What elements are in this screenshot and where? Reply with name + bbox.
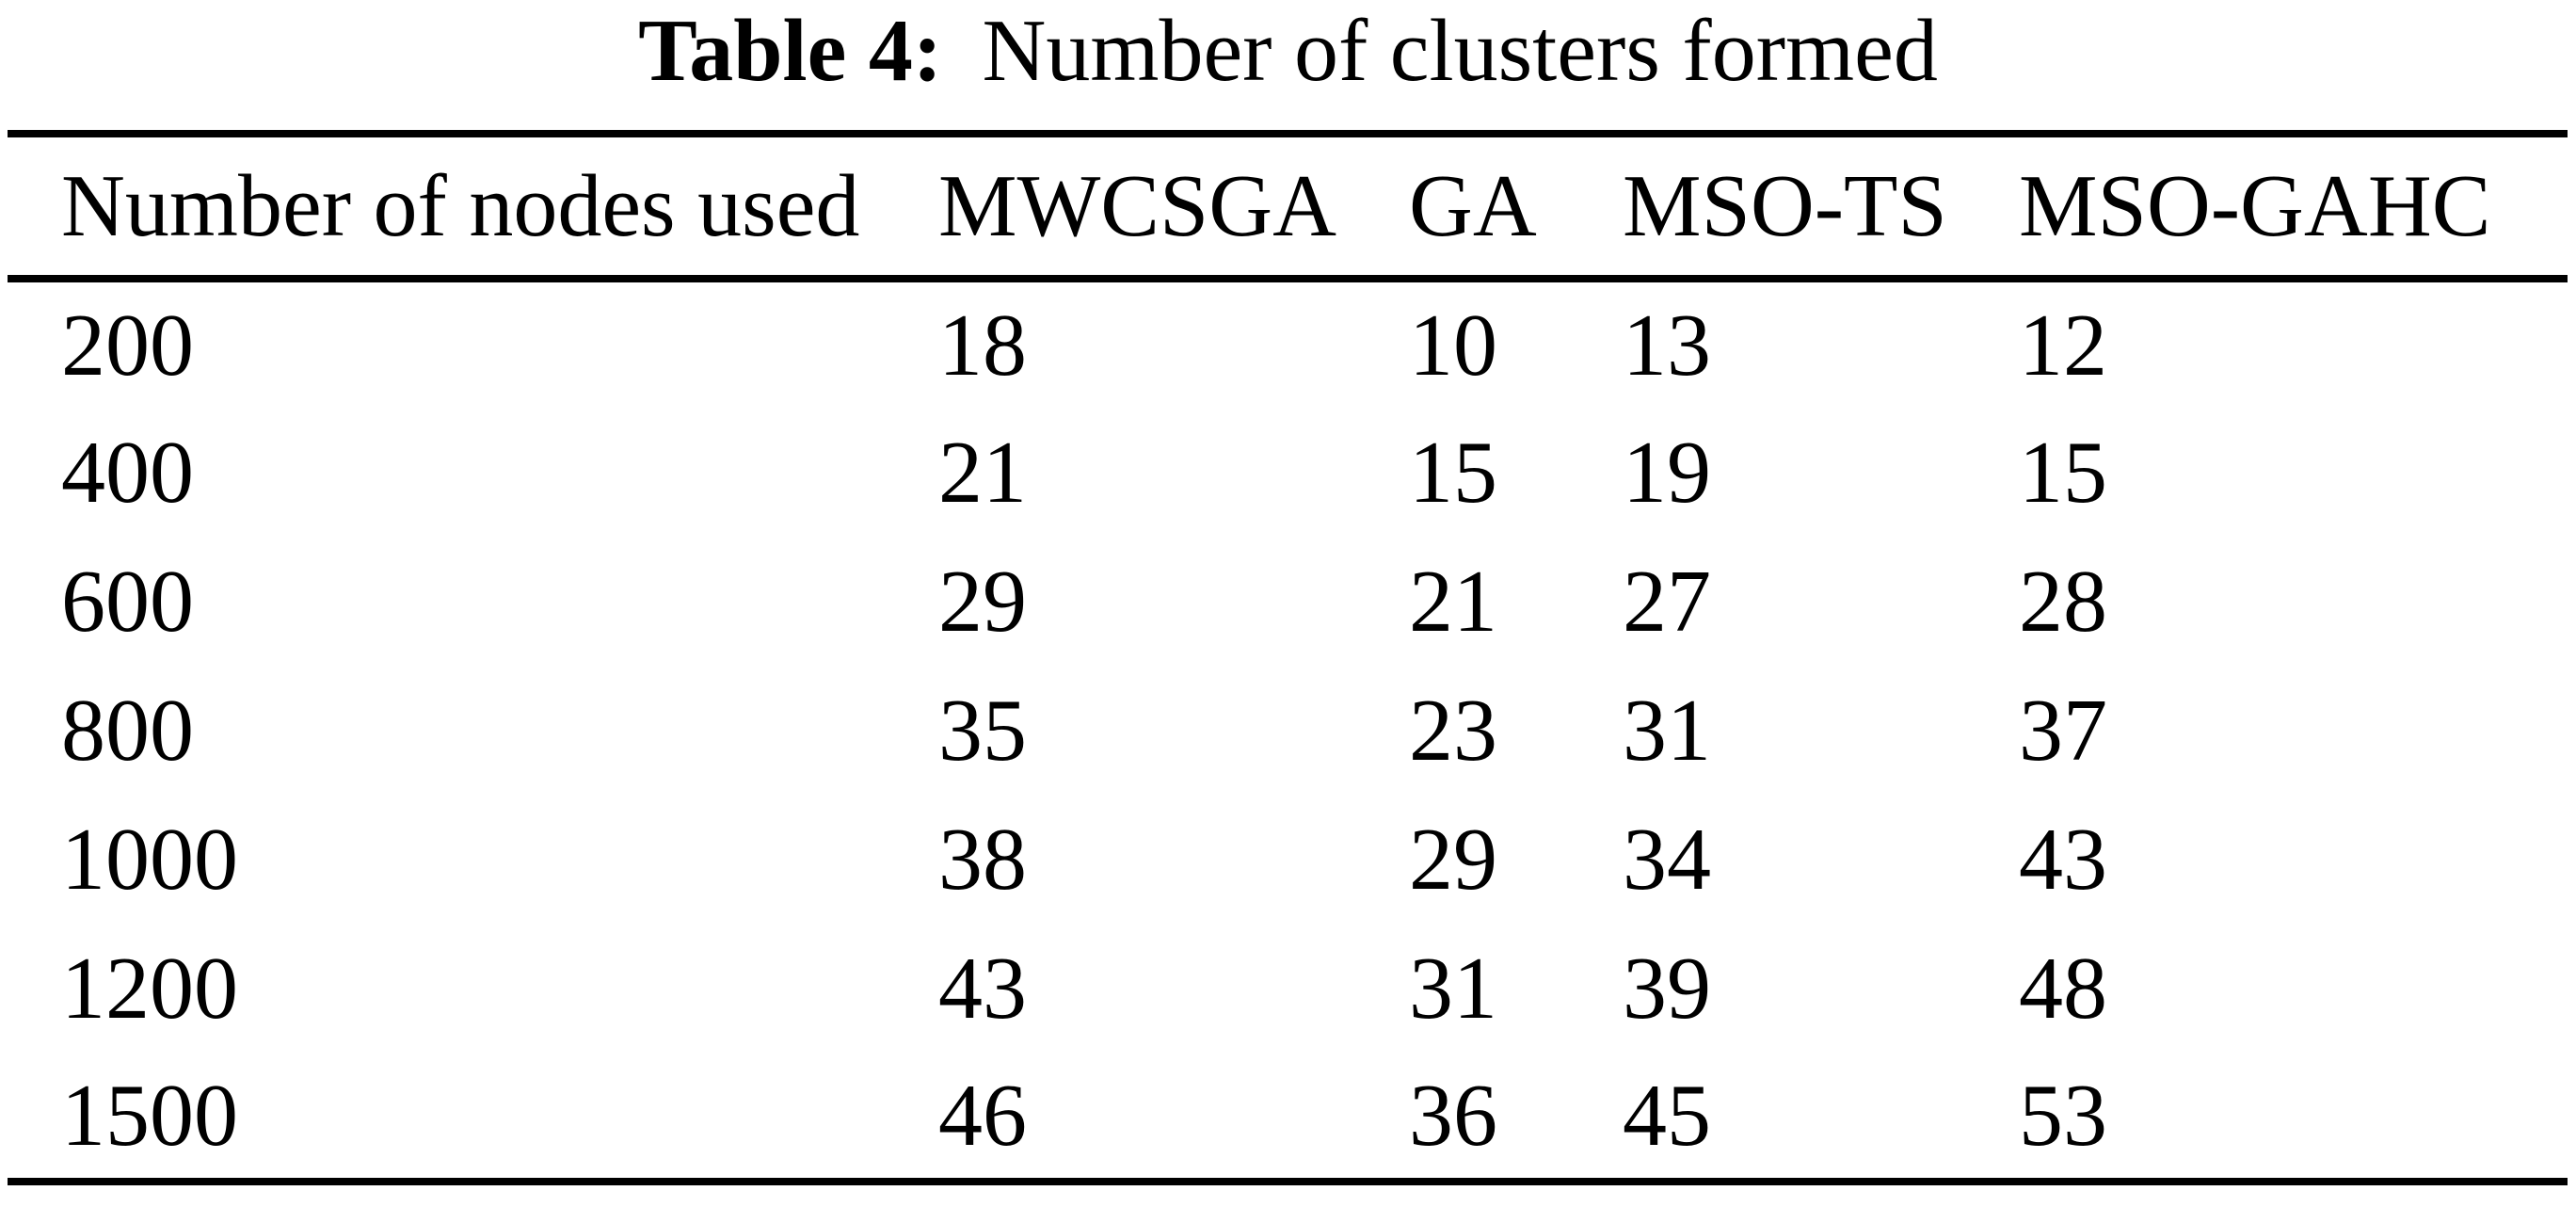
column-header-mso-ts: MSO-TS	[1623, 157, 1947, 255]
table-row: 1200 43 31 39 48	[8, 924, 2568, 1053]
value-cell: 10	[1409, 296, 1497, 394]
value-cell: 28	[2019, 552, 2107, 651]
table-body: 200 18 10 13 12 400 21 15 19 15 600 29 2…	[8, 279, 2568, 1182]
value-cell: 19	[1623, 423, 1711, 522]
clusters-table: Number of nodes used MWCSGA GA MSO-TS MS…	[8, 130, 2568, 1185]
value-cell: 31	[1409, 939, 1497, 1038]
value-cell: 29	[1409, 810, 1497, 909]
table-row: 800 35 23 31 37	[8, 666, 2568, 795]
value-cell: 36	[1409, 1066, 1497, 1165]
value-cell: 15	[2019, 423, 2107, 522]
value-cell: 31	[1623, 681, 1711, 780]
table-row: 1500 46 36 45 53	[8, 1053, 2568, 1182]
column-header-mwcsga: MWCSGA	[938, 157, 1337, 255]
value-cell: 18	[938, 296, 1027, 394]
value-cell: 29	[938, 552, 1027, 651]
nodes-cell: 400	[61, 423, 194, 522]
value-cell: 37	[2019, 681, 2107, 780]
table-caption: Table 4: Number of clusters formed	[0, 2, 2576, 101]
nodes-cell: 1200	[61, 939, 238, 1038]
value-cell: 48	[2019, 939, 2107, 1038]
value-cell: 46	[938, 1066, 1027, 1165]
value-cell: 53	[2019, 1066, 2107, 1165]
table-row: 1000 38 29 34 43	[8, 795, 2568, 924]
value-cell: 21	[1409, 552, 1497, 651]
nodes-cell: 200	[61, 296, 194, 394]
table-header: Number of nodes used MWCSGA GA MSO-TS MS…	[8, 134, 2568, 279]
table-row: 200 18 10 13 12	[8, 279, 2568, 408]
value-cell: 15	[1409, 423, 1497, 522]
value-cell: 13	[1623, 296, 1711, 394]
value-cell: 12	[2019, 296, 2107, 394]
value-cell: 43	[2019, 810, 2107, 909]
table-row: 600 29 21 27 28	[8, 537, 2568, 666]
value-cell: 38	[938, 810, 1027, 909]
value-cell: 27	[1623, 552, 1711, 651]
table-caption-label: Table 4:	[638, 2, 943, 100]
nodes-cell: 1500	[61, 1066, 238, 1165]
column-header-nodes: Number of nodes used	[61, 157, 860, 255]
value-cell: 34	[1623, 810, 1711, 909]
table-row: 400 21 15 19 15	[8, 408, 2568, 537]
table-caption-text: Number of clusters formed	[982, 2, 1938, 100]
value-cell: 21	[938, 423, 1027, 522]
nodes-cell: 800	[61, 681, 194, 780]
column-header-ga: GA	[1409, 157, 1537, 255]
value-cell: 43	[938, 939, 1027, 1038]
value-cell: 45	[1623, 1066, 1711, 1165]
column-header-mso-gahc: MSO-GAHC	[2019, 157, 2491, 255]
nodes-cell: 1000	[61, 810, 238, 909]
value-cell: 35	[938, 681, 1027, 780]
nodes-cell: 600	[61, 552, 194, 651]
value-cell: 39	[1623, 939, 1711, 1038]
header-row: Number of nodes used MWCSGA GA MSO-TS MS…	[8, 134, 2568, 279]
value-cell: 23	[1409, 681, 1497, 780]
